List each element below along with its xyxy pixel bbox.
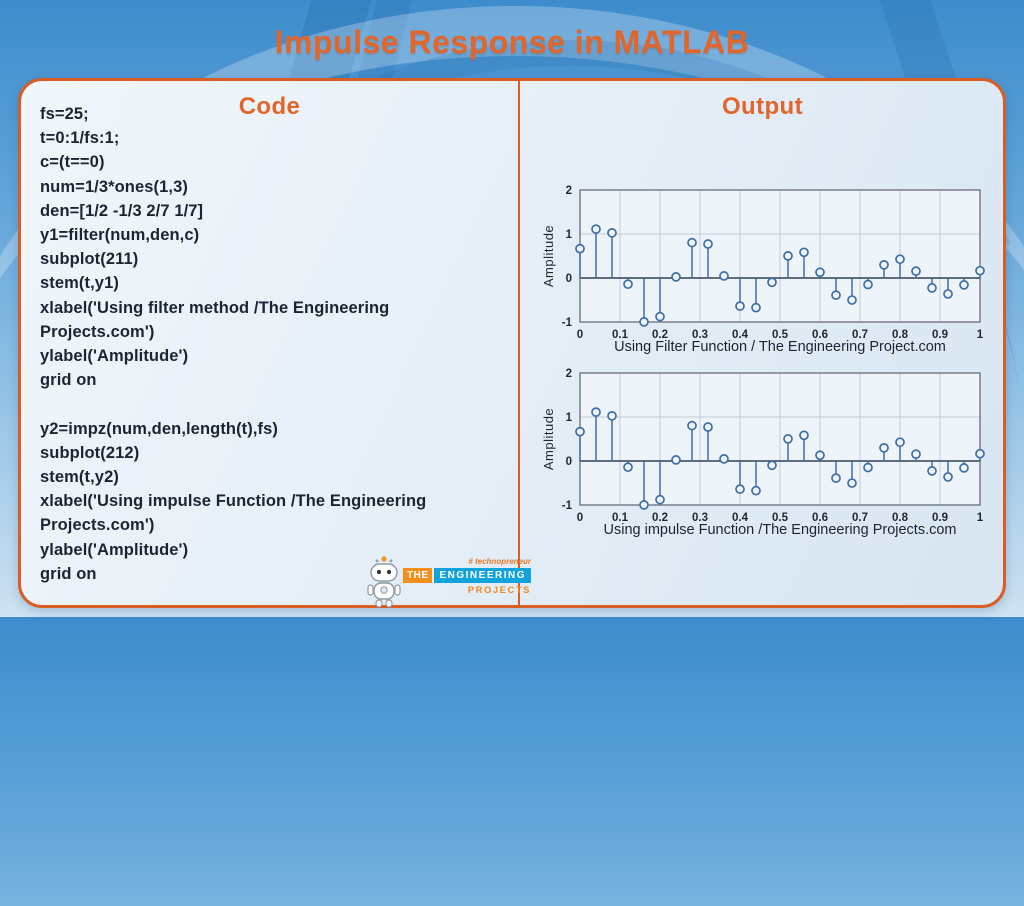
- code-line: subplot(211): [40, 250, 139, 269]
- code-line: grid on: [40, 371, 97, 390]
- code-line: subplot(212): [40, 443, 140, 462]
- code-line: xlabel('Using impulse Function /The Engi…: [40, 492, 427, 511]
- stem-plot-impulse-xlabel: Using impulse Function /The Engineering …: [603, 522, 957, 538]
- code-line: ylabel('Amplitude'): [40, 540, 189, 559]
- svg-text:0.1: 0.1: [612, 329, 629, 341]
- svg-text:2: 2: [566, 185, 572, 197]
- svg-text:0.4: 0.4: [732, 329, 749, 341]
- svg-text:0: 0: [577, 512, 583, 524]
- logo-tagline: # technopreneur: [468, 557, 531, 566]
- brand-logo: # technopreneur THE ENGINEERING PROJECTS: [366, 555, 531, 611]
- code-line: y2=impz(num,den,length(t),fs): [40, 419, 279, 438]
- code-line: Projects.com'): [40, 516, 155, 535]
- svg-text:0.7: 0.7: [852, 512, 868, 524]
- panel-divider: [518, 81, 520, 605]
- stem-plot-filter: 0 0.1 0.2 0.3 0.4 0.5 0.6 0.7 0.8 0.9 1 2 1 0 -1 Amplit…: [541, 185, 985, 341]
- code-line: den=[1/2 -1/3 2/7 1/7]: [40, 201, 204, 220]
- svg-text:Amplitude: Amplitude: [541, 408, 556, 470]
- svg-text:0.3: 0.3: [692, 512, 708, 524]
- svg-text:-1: -1: [562, 317, 573, 329]
- code-line: Projects.com'): [40, 322, 155, 341]
- code-line: stem(t,y2): [40, 468, 119, 487]
- svg-text:0.9: 0.9: [932, 329, 948, 341]
- svg-text:Amplitude: Amplitude: [541, 225, 556, 287]
- code-line: y1=filter(num,den,c): [40, 226, 200, 245]
- svg-text:0: 0: [577, 329, 583, 341]
- svg-text:0.2: 0.2: [652, 512, 668, 524]
- svg-text:0.3: 0.3: [692, 329, 708, 341]
- code-line: t=0:1/fs:1;: [40, 129, 120, 148]
- svg-text:0.5: 0.5: [772, 512, 789, 524]
- svg-text:0.1: 0.1: [612, 512, 629, 524]
- robot-logo-icon: [367, 556, 401, 608]
- code-line: c=(t==0): [40, 153, 105, 172]
- page-title: Impulse Response in MATLAB: [274, 24, 750, 60]
- logo-the-badge: THE: [402, 568, 433, 583]
- svg-text:1: 1: [566, 412, 573, 424]
- svg-text:0.7: 0.7: [852, 329, 868, 341]
- logo-engineering-badge: ENGINEERING: [434, 568, 531, 583]
- svg-text:0: 0: [566, 273, 572, 285]
- svg-text:-1: -1: [562, 500, 573, 512]
- page: { "title": "Impulse Response in MATLAB",…: [0, 0, 1024, 617]
- content-panel: Code Output fs=25; t=0:1/fs:1; c=(t==0) num…: [18, 78, 1006, 608]
- logo-projects-label: PROJECTS: [467, 585, 531, 596]
- svg-text:1: 1: [977, 512, 984, 524]
- svg-text:0.6: 0.6: [812, 329, 828, 341]
- svg-text:0: 0: [566, 456, 572, 468]
- svg-text:0.6: 0.6: [812, 512, 828, 524]
- code-line: xlabel('Using filter method /The Enginee…: [40, 298, 390, 317]
- svg-text:1: 1: [977, 329, 984, 341]
- svg-text:0.5: 0.5: [772, 329, 789, 341]
- brand-logo-text: # technopreneur THE ENGINEERING PROJECTS: [402, 557, 531, 596]
- code-block: fs=25; t=0:1/fs:1; c=(t==0) num=1/3*ones(1,…: [40, 102, 512, 586]
- code-line: ylabel('Amplitude'): [40, 347, 189, 366]
- output-section-heading: Output: [721, 93, 804, 120]
- stem-plot-filter-xlabel: Using Filter Function / The Engineering …: [614, 339, 946, 355]
- stem-plot-impulse: 0 0.1 0.2 0.3 0.4 0.5 0.6 0.7 0.8 0.9 1 2 1 0 -1 Amplit…: [541, 368, 985, 524]
- svg-text:0.2: 0.2: [652, 329, 668, 341]
- code-line: [40, 392, 512, 416]
- svg-text:2: 2: [566, 368, 572, 380]
- code-line: num=1/3*ones(1,3): [40, 177, 188, 196]
- code-line: grid on: [40, 564, 97, 583]
- svg-text:0.8: 0.8: [892, 512, 909, 524]
- svg-text:0.4: 0.4: [732, 512, 749, 524]
- svg-text:1: 1: [566, 229, 573, 241]
- code-line: fs=25;: [40, 105, 89, 123]
- svg-text:0.9: 0.9: [932, 512, 948, 524]
- code-line: stem(t,y1): [40, 274, 119, 293]
- svg-text:0.8: 0.8: [892, 329, 909, 341]
- code-section-heading: Code: [238, 93, 301, 120]
